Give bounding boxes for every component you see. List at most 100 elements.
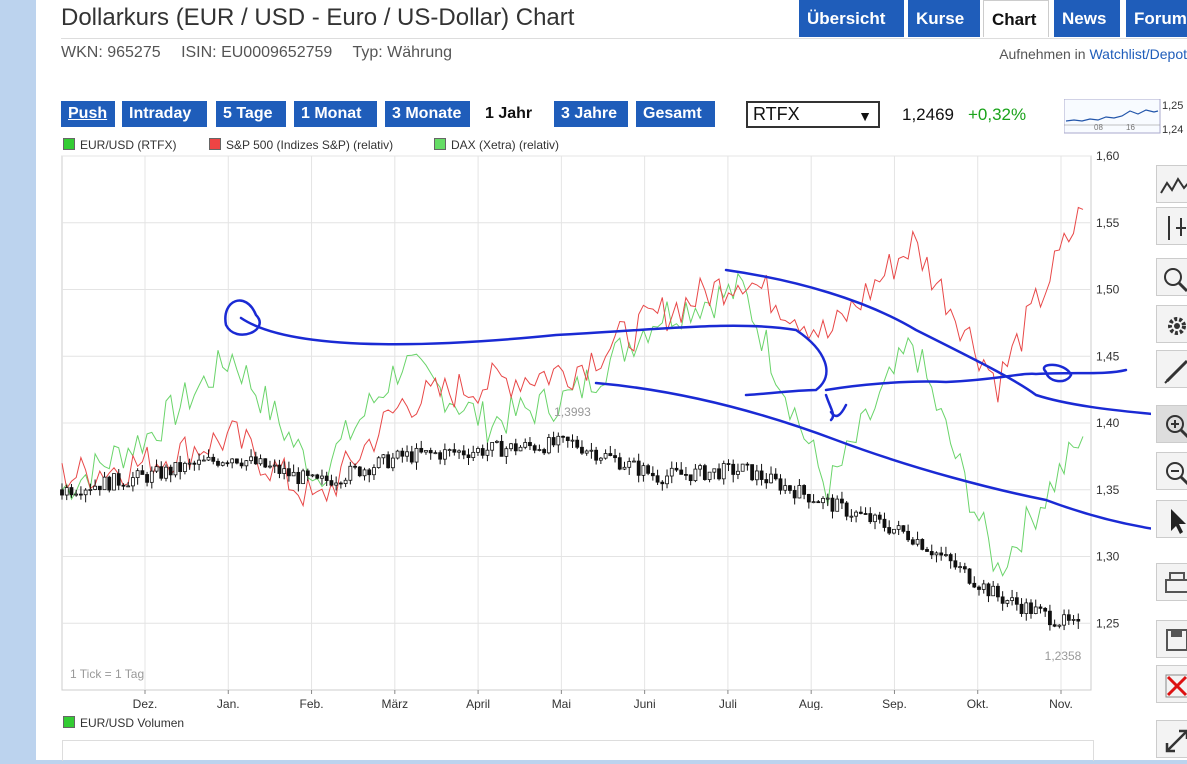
x-tick-label: Feb. (300, 697, 324, 710)
candle-body (513, 443, 518, 452)
price-chart[interactable]: 1,25 1,30 1,35 1,40 1,45 1,50 1,55 1,60 Dez. Jan.… (36, 150, 1151, 710)
legend-sp500[interactable]: S&P 500 (Indizes S&P) (relativ) (209, 138, 393, 152)
candle-body (305, 470, 310, 476)
candle-body (225, 462, 230, 465)
printer-icon (1165, 572, 1187, 593)
candle-body (783, 485, 788, 491)
candle-body (693, 468, 698, 482)
series-line-1 (61, 206, 1084, 508)
range-button-0[interactable]: Push (61, 101, 115, 127)
candle-body (717, 468, 721, 480)
x-tick-label: Dez. (133, 697, 158, 710)
zoom-in-button[interactable] (1156, 405, 1187, 443)
candle-body (1000, 596, 1005, 604)
legend-swatch (209, 138, 221, 150)
candle-body (901, 525, 906, 532)
candle-body (849, 515, 854, 518)
candle-chart-tool-button[interactable] (1156, 207, 1187, 245)
candle-body (650, 472, 655, 477)
save-button[interactable] (1156, 620, 1187, 658)
candle-body (154, 466, 159, 472)
reset-button[interactable] (1156, 665, 1187, 703)
tab-1[interactable]: Kurse (908, 0, 980, 37)
candle-body (598, 457, 603, 461)
candle-body (362, 469, 367, 477)
line-chart-tool-button[interactable] (1156, 165, 1187, 203)
candle-body (249, 456, 253, 462)
candle-body (131, 477, 135, 487)
candle-body (613, 455, 617, 459)
candle-body (282, 468, 287, 474)
range-button-3[interactable]: 1 Monat (294, 101, 377, 127)
candle-body (806, 493, 811, 503)
tab-0[interactable]: Übersicht (799, 0, 904, 37)
gear-icon (1168, 317, 1186, 335)
candle-body (504, 448, 509, 457)
exchange-select[interactable]: RTFX ▼ (746, 101, 880, 128)
legend-eurusd[interactable]: EUR/USD (RTFX) (63, 138, 176, 152)
candle-body (211, 456, 216, 462)
draw-tool-button[interactable] (1156, 350, 1187, 388)
candle-body (192, 462, 197, 465)
legend-swatch (434, 138, 446, 150)
legend-label: EUR/USD Volumen (80, 716, 185, 730)
candle-body (736, 470, 740, 475)
candle-body (405, 451, 409, 457)
candle-body (603, 453, 608, 459)
candle-body (840, 498, 844, 504)
candle-body (310, 474, 315, 477)
watchlist-action: Aufnehmen in Watchlist/Depot (999, 46, 1187, 62)
candle-body (1014, 597, 1019, 605)
candle-body (877, 514, 882, 520)
candle-body (669, 467, 674, 477)
settings-button[interactable] (1156, 305, 1187, 343)
candle-body (707, 471, 712, 480)
tab-2[interactable]: Chart (983, 0, 1049, 37)
candle-body (400, 450, 405, 457)
candle-body (892, 528, 896, 534)
range-button-1[interactable]: Intraday (122, 101, 207, 127)
legend-dax[interactable]: DAX (Xetra) (relativ) (434, 138, 559, 152)
range-button-2[interactable]: 5 Tage (216, 101, 286, 127)
pointer-tool-button[interactable] (1156, 500, 1187, 538)
range-button-5[interactable]: 1 Jahr (478, 101, 546, 127)
candle-body (452, 449, 457, 453)
candle-body (381, 454, 386, 459)
range-button-6[interactable]: 3 Jahre (554, 101, 628, 127)
annotation-stroke (824, 368, 1128, 392)
range-button-4[interactable]: 3 Monate (385, 101, 470, 127)
cursor-icon (1171, 509, 1186, 534)
candle-body (102, 476, 107, 491)
x-tick-label: Juni (634, 697, 656, 710)
watchlist-link[interactable]: Watchlist/Depot (1089, 46, 1187, 62)
analysis-tool-button[interactable] (1156, 258, 1187, 296)
x-tick-label: Okt. (967, 697, 989, 710)
range-button-7[interactable]: Gesamt (636, 101, 715, 127)
candle-body (991, 585, 996, 597)
mini-chart[interactable]: 08 16 1,25 1,24 (1064, 99, 1187, 135)
candle-body (476, 448, 480, 453)
candle-body (178, 462, 183, 472)
candle-body (920, 539, 925, 550)
candle-body (925, 549, 929, 552)
legend-volume[interactable]: EUR/USD Volumen (63, 716, 184, 730)
fullscreen-button[interactable] (1156, 720, 1187, 758)
page: Dollarkurs (EUR / USD - Euro / US-Dollar… (36, 0, 1187, 761)
candle-body (797, 485, 802, 499)
mini-chart-ylabel: 1,25 (1162, 100, 1183, 112)
line-chart-icon (1160, 177, 1187, 194)
candle-body (528, 442, 532, 447)
candle-body (315, 474, 320, 479)
candle-body (1048, 610, 1052, 626)
tab-4[interactable]: Forum (1126, 0, 1187, 37)
candle-body (353, 465, 357, 468)
candle-body (622, 466, 627, 470)
candle-body (447, 449, 452, 452)
candle-body (268, 465, 272, 468)
zoom-out-button[interactable] (1156, 452, 1187, 490)
candle-body (121, 484, 126, 487)
tab-3[interactable]: News (1054, 0, 1120, 37)
print-button[interactable] (1156, 563, 1187, 601)
x-tick-label: Juli (719, 697, 737, 710)
candle-body (60, 489, 64, 496)
